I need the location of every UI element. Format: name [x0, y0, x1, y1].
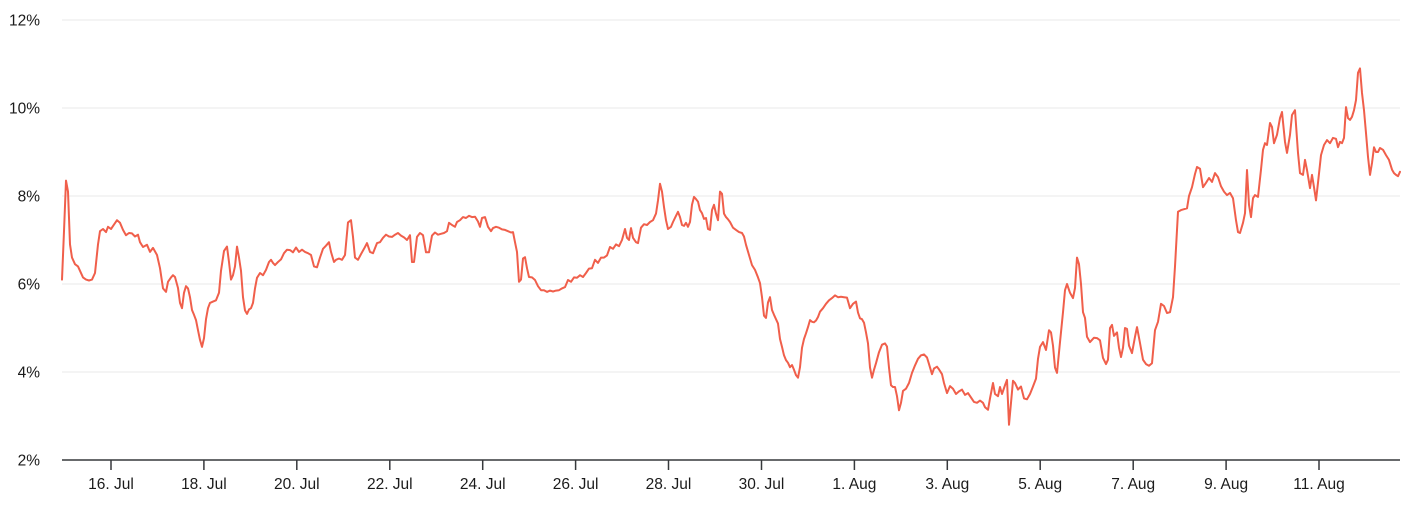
- y-axis-label: 8%: [18, 189, 41, 206]
- x-axis-label: 3. Aug: [925, 476, 969, 493]
- x-axis-label: 1. Aug: [832, 476, 876, 493]
- y-axis-label: 6%: [18, 277, 41, 294]
- x-axis-label: 24. Jul: [460, 476, 506, 493]
- x-axis-label: 30. Jul: [739, 476, 785, 493]
- y-axis-label: 2%: [18, 453, 41, 470]
- x-axis-label: 20. Jul: [274, 476, 320, 493]
- y-axis-label: 12%: [9, 13, 40, 30]
- x-axis-label: 11. Aug: [1293, 476, 1344, 493]
- series-line: [61, 67, 1401, 426]
- x-axis-label: 5. Aug: [1018, 476, 1062, 493]
- x-axis-label: 18. Jul: [181, 476, 227, 493]
- x-axis-label: 9. Aug: [1204, 476, 1248, 493]
- y-axis-label: 10%: [9, 101, 40, 118]
- x-axis-label: 28. Jul: [646, 476, 692, 493]
- y-axis-label: 4%: [18, 365, 41, 382]
- x-axis-label: 16. Jul: [88, 476, 134, 493]
- x-axis-label: 26. Jul: [553, 476, 599, 493]
- x-axis-label: 22. Jul: [367, 476, 413, 493]
- x-axis-label: 7. Aug: [1111, 476, 1155, 493]
